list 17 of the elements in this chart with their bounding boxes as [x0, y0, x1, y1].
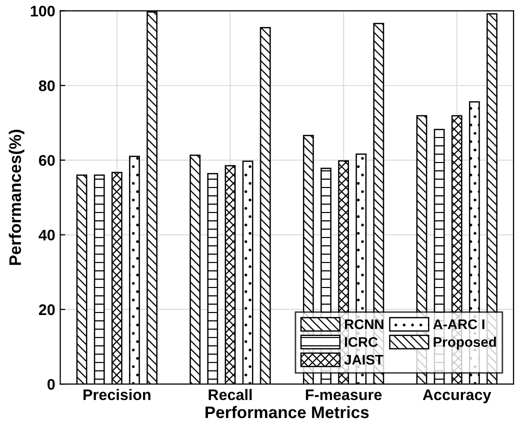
y-tick-label: 80	[38, 80, 55, 92]
legend-label: ICRC	[345, 337, 378, 347]
x-axis-title: Performance Metrics	[206, 406, 369, 418]
legend-label: Proposed	[434, 336, 496, 350]
x-tick-label: F-measure	[306, 390, 382, 400]
x-tick-label: Recall	[208, 388, 252, 400]
y-tick-label: 60	[38, 155, 55, 166]
y-tick-label: 20	[38, 304, 55, 316]
y-tick-label: 100	[30, 6, 55, 17]
legend-label: RCNN	[345, 319, 384, 330]
y-tick-label: 0	[48, 378, 55, 390]
legend-label: A-ARC I	[433, 319, 484, 330]
x-tick-label: Precision	[84, 388, 150, 400]
legend-label: JAIST	[344, 354, 384, 365]
x-tick-label: Accuracy	[422, 390, 492, 404]
y-axis-title: Performances(%)	[8, 130, 24, 265]
y-tick-label: 40	[38, 230, 55, 240]
